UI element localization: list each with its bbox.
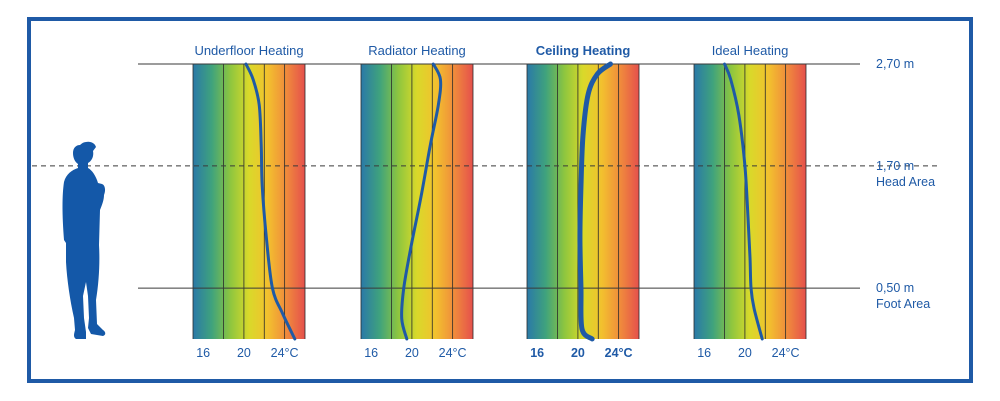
temperature-curve-underfloor xyxy=(244,62,297,341)
tick-label: 24°C xyxy=(772,346,800,360)
tick-label: 20 xyxy=(738,346,752,360)
temperature-curve-radiator xyxy=(400,62,443,341)
temperature-band-ideal xyxy=(694,64,806,339)
level-label-ceiling: 2,70 m xyxy=(876,57,914,71)
tick-label: 20 xyxy=(237,346,251,360)
tick-label: 16 xyxy=(196,346,210,360)
panel-underfloor xyxy=(192,64,306,339)
level-sublabel-foot: Foot Area xyxy=(876,297,930,311)
temperature-curve-ceiling xyxy=(577,61,613,342)
tick-label: 24°C xyxy=(439,346,467,360)
level-sublabel-head: Head Area xyxy=(876,175,935,189)
panel-title-radiator: Radiator Heating xyxy=(368,43,466,58)
level-label-foot: 0,50 m xyxy=(876,281,914,295)
tick-label: 16 xyxy=(697,346,711,360)
temperature-band-underfloor xyxy=(193,64,305,339)
tick-label: 16 xyxy=(364,346,378,360)
temperature-curve-ideal xyxy=(723,62,764,341)
panels-layer xyxy=(192,64,807,339)
person-silhouette-icon xyxy=(62,141,106,339)
level-label-head: 1,70 m xyxy=(876,159,914,173)
tick-label: 24°C xyxy=(271,346,299,360)
tick-label: 20 xyxy=(405,346,419,360)
tick-label: 20 xyxy=(571,346,585,360)
diagram-frame xyxy=(27,17,973,383)
temperature-curves xyxy=(244,61,764,342)
tick-label: 24°C xyxy=(605,346,633,360)
tick-label: 16 xyxy=(530,346,544,360)
panel-radiator xyxy=(360,64,474,339)
panel-title-underfloor: Underfloor Heating xyxy=(194,43,303,58)
height-levels xyxy=(32,63,940,289)
panel-title-ceiling: Ceiling Heating xyxy=(536,43,631,58)
temperature-band-radiator xyxy=(361,64,473,339)
panel-ideal xyxy=(693,64,807,339)
labels-layer: Underfloor Heating 16 20 24°C Radiator Heati… xyxy=(194,43,935,360)
panel-title-ideal: Ideal Heating xyxy=(712,43,789,58)
